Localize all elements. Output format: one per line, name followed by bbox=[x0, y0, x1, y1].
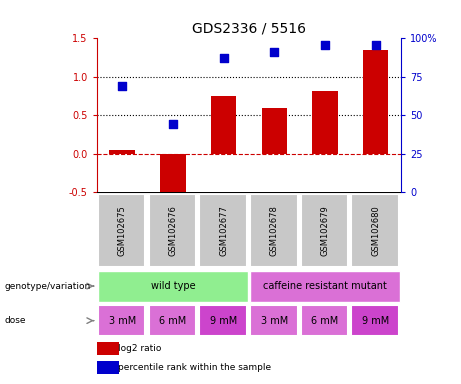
Point bbox=[118, 83, 126, 89]
Text: 9 mM: 9 mM bbox=[210, 316, 237, 326]
Text: 3 mM: 3 mM bbox=[108, 316, 136, 326]
Bar bbox=[98, 305, 146, 336]
Bar bbox=[97, 361, 119, 374]
Bar bbox=[98, 271, 248, 302]
Text: 9 mM: 9 mM bbox=[362, 316, 390, 326]
Point bbox=[271, 49, 278, 55]
Bar bbox=[98, 194, 146, 267]
Text: GSM102676: GSM102676 bbox=[168, 205, 177, 256]
Text: GSM102677: GSM102677 bbox=[219, 205, 228, 256]
Bar bbox=[301, 194, 349, 267]
Point bbox=[169, 121, 177, 127]
Text: 3 mM: 3 mM bbox=[260, 316, 288, 326]
Bar bbox=[211, 96, 236, 154]
Text: caffeine resistant mutant: caffeine resistant mutant bbox=[263, 281, 387, 291]
Bar bbox=[351, 305, 399, 336]
Bar bbox=[351, 194, 399, 267]
Text: dose: dose bbox=[5, 316, 26, 325]
Point bbox=[321, 41, 329, 48]
Bar bbox=[97, 342, 119, 355]
Point bbox=[372, 41, 379, 48]
Text: 6 mM: 6 mM bbox=[159, 316, 187, 326]
Bar bbox=[363, 50, 388, 154]
Text: 6 mM: 6 mM bbox=[311, 316, 339, 326]
Bar bbox=[199, 305, 247, 336]
Text: GSM102678: GSM102678 bbox=[270, 205, 279, 256]
Point bbox=[220, 55, 227, 61]
Bar bbox=[199, 194, 247, 267]
Bar bbox=[110, 150, 135, 154]
Text: genotype/variation: genotype/variation bbox=[5, 281, 91, 291]
Bar bbox=[148, 194, 196, 267]
Text: GSM102680: GSM102680 bbox=[371, 205, 380, 256]
Text: wild type: wild type bbox=[151, 281, 195, 291]
Title: GDS2336 / 5516: GDS2336 / 5516 bbox=[192, 22, 306, 36]
Text: log2 ratio: log2 ratio bbox=[118, 344, 161, 353]
Bar bbox=[301, 305, 349, 336]
Text: GSM102675: GSM102675 bbox=[118, 205, 127, 256]
Text: percentile rank within the sample: percentile rank within the sample bbox=[118, 363, 271, 372]
Bar bbox=[261, 108, 287, 154]
Bar bbox=[250, 194, 298, 267]
Text: GSM102679: GSM102679 bbox=[320, 205, 330, 256]
Bar bbox=[250, 271, 400, 302]
Bar bbox=[148, 305, 196, 336]
Bar bbox=[250, 305, 298, 336]
Bar bbox=[160, 154, 185, 196]
Bar bbox=[313, 91, 337, 154]
